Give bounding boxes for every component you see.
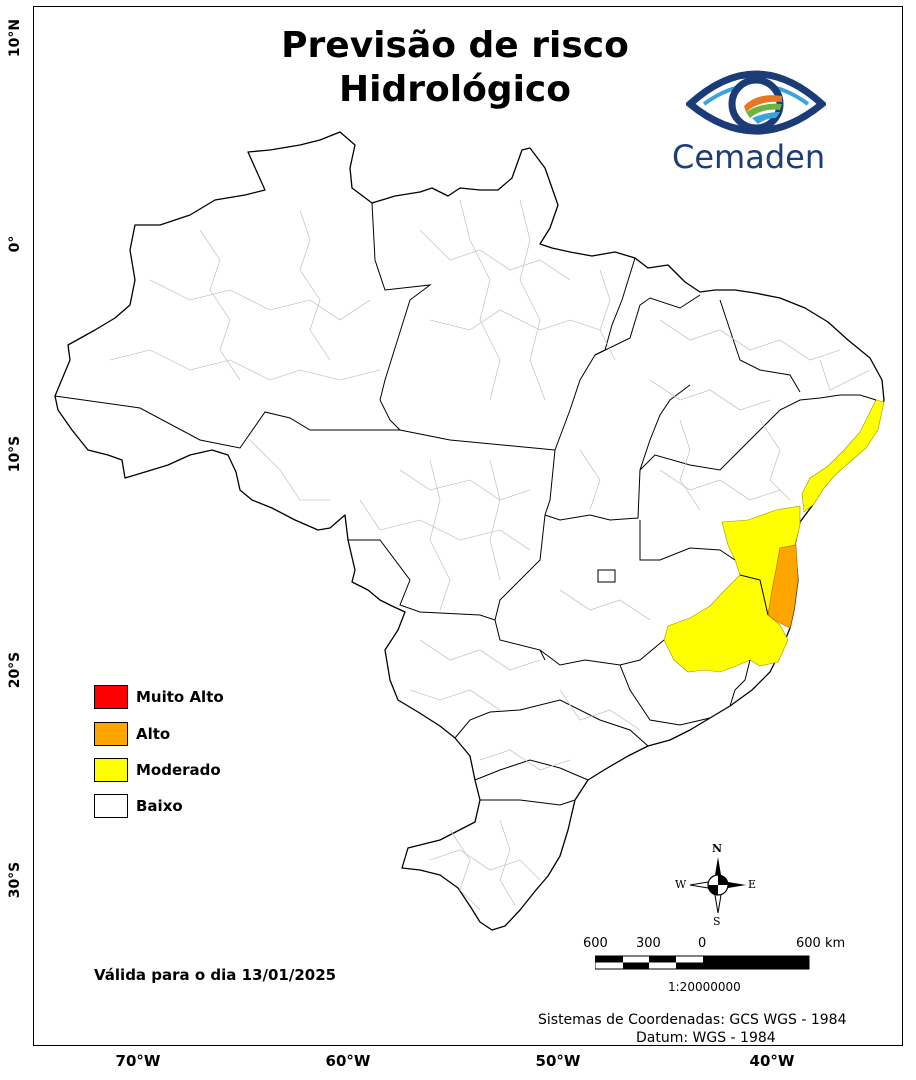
- legend-label: Moderado: [136, 761, 221, 779]
- risk-area-moderado-north: [801, 399, 885, 513]
- compass-e: E: [748, 878, 757, 891]
- longitude-label-70w: 70°W: [115, 1052, 161, 1070]
- compass-n: N: [712, 842, 723, 855]
- compass-w: W: [675, 878, 687, 891]
- state-borders: [54, 202, 877, 806]
- legend-label: Alto: [136, 725, 171, 743]
- basin-borders: [109, 199, 871, 911]
- logo-text: Cemaden: [672, 138, 826, 176]
- compass-rose-icon: [689, 857, 746, 914]
- longitude-label-50w: 50°W: [535, 1052, 581, 1070]
- legend-item-muito-alto: Muito Alto: [94, 684, 224, 710]
- scale-label-600-km: 600 km: [796, 936, 846, 951]
- legend-swatch-baixo: [94, 794, 128, 818]
- scale-bar: [595, 955, 810, 970]
- map-title-line2: Hidrológico: [339, 69, 571, 110]
- compass-s: S: [713, 915, 721, 928]
- legend-swatch-alto: [94, 722, 128, 746]
- legend-swatch-moderado: [94, 758, 128, 782]
- scale-ratio: 1:20000000: [668, 980, 741, 994]
- legend-swatch-muito-alto: [94, 685, 128, 709]
- datum-text: Datum: WGS - 1984: [636, 1030, 776, 1046]
- map-title-line1: Previsão de risco: [281, 25, 629, 66]
- longitude-label-60w: 60°W: [325, 1052, 371, 1070]
- scale-label-0: 0: [698, 936, 707, 951]
- risk-area-alto: [767, 544, 799, 629]
- coord-system-text: Sistemas de Coordenadas: GCS WGS - 1984: [538, 1012, 847, 1028]
- legend-item-alto: Alto: [94, 721, 170, 747]
- legend-item-moderado: Moderado: [94, 757, 221, 783]
- scale-label-600-left: 600: [583, 936, 608, 951]
- longitude-label-40w: 40°W: [749, 1052, 795, 1070]
- legend-item-baixo: Baixo: [94, 793, 183, 819]
- scale-label-300: 300: [636, 936, 661, 951]
- valid-date: Válida para o dia 13/01/2025: [94, 966, 337, 984]
- legend-label: Baixo: [136, 797, 183, 815]
- eye-logo-icon: [686, 70, 826, 135]
- legend-label: Muito Alto: [136, 688, 224, 706]
